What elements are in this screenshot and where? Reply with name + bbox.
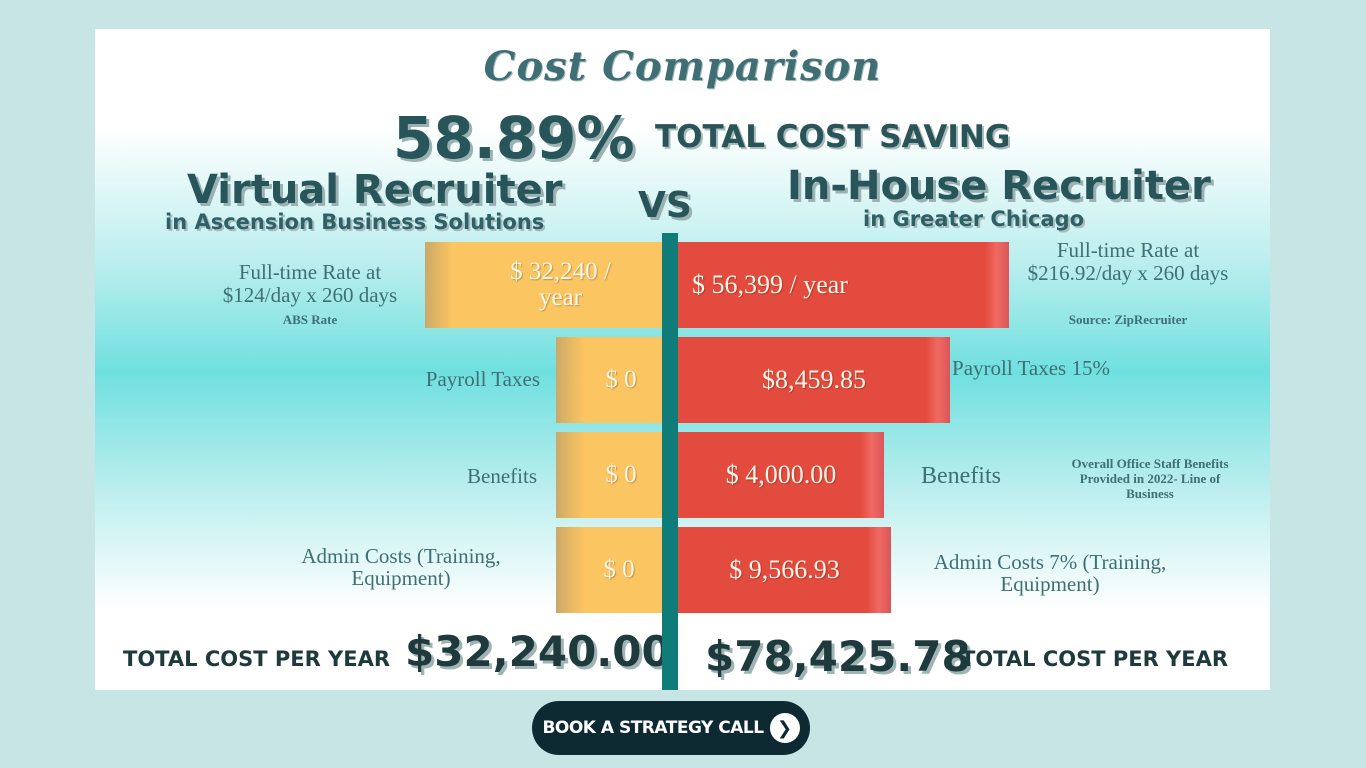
left-benefits-label: Benefits bbox=[467, 464, 537, 488]
right-payroll-bar: $8,459.85 bbox=[678, 337, 950, 423]
chevron-right-icon: ❯ bbox=[769, 713, 800, 743]
left-rate-label: Full-time Rate at $124/day x 260 days bbox=[222, 260, 398, 307]
cost-comparison-card: Cost Comparison 58.89% TOTAL COST SAVING… bbox=[95, 29, 1270, 690]
right-total-label: TOTAL COST PER YEAR bbox=[961, 647, 1229, 671]
left-admin-value: $ 0 bbox=[603, 556, 635, 583]
right-heading: In-House Recruiter bbox=[787, 163, 1211, 209]
right-admin-bar: $ 9,566.93 bbox=[678, 527, 891, 613]
cta-label: BOOK A STRATEGY CALL bbox=[542, 718, 764, 738]
left-payroll-bar: $ 0 bbox=[556, 337, 662, 423]
left-total-label: TOTAL COST PER YEAR bbox=[123, 647, 391, 671]
left-admin-label: Admin Costs (Training, Equipment) bbox=[301, 544, 501, 590]
left-rate-bar: $ 32,240 / year bbox=[425, 242, 662, 328]
right-payroll-value: $8,459.85 bbox=[762, 365, 866, 394]
right-benefits-note: Overall Office Staff Benefits Provided i… bbox=[1071, 456, 1229, 501]
saving-percentage: 58.89% bbox=[393, 104, 635, 172]
left-benefits-bar: $ 0 bbox=[556, 432, 662, 518]
right-rate-label: Full-time Rate at $216.92/day x 260 days bbox=[1027, 238, 1229, 285]
left-subheading: in Ascension Business Solutions bbox=[165, 210, 545, 234]
book-strategy-call-button[interactable]: BOOK A STRATEGY CALL ❯ bbox=[532, 701, 810, 755]
right-benefits-label: Benefits bbox=[921, 463, 1001, 489]
right-payroll-label: Payroll Taxes 15% bbox=[952, 356, 1110, 380]
right-rate-value: $ 56,399 / year bbox=[692, 270, 848, 299]
left-payroll-label: Payroll Taxes bbox=[425, 367, 540, 391]
right-benefits-value: $ 4,000.00 bbox=[725, 460, 837, 489]
right-total-value: $78,425.78 bbox=[705, 632, 971, 681]
vs-label: VS bbox=[638, 185, 692, 226]
right-rate-note: Source: ZipRecruiter bbox=[1068, 312, 1188, 327]
left-total-value: $32,240.00 bbox=[405, 627, 671, 676]
left-payroll-value: $ 0 bbox=[605, 366, 637, 393]
center-divider bbox=[662, 233, 678, 690]
saving-label: TOTAL COST SAVING bbox=[655, 119, 1011, 155]
left-admin-bar: $ 0 bbox=[556, 527, 662, 613]
left-benefits-value: $ 0 bbox=[605, 461, 637, 488]
right-subheading: in Greater Chicago bbox=[863, 207, 1085, 231]
right-admin-label: Admin Costs 7% (Training, Equipment) bbox=[933, 550, 1167, 596]
left-heading: Virtual Recruiter bbox=[187, 167, 563, 213]
left-rate-note: ABS Rate bbox=[282, 312, 338, 327]
right-rate-bar: $ 56,399 / year bbox=[678, 242, 1009, 328]
left-rate-value: $ 32,240 / year bbox=[510, 258, 611, 311]
right-admin-value: $ 9,566.93 bbox=[729, 555, 840, 584]
right-benefits-bar: $ 4,000.00 bbox=[678, 432, 884, 518]
page-title: Cost Comparison bbox=[483, 43, 882, 90]
